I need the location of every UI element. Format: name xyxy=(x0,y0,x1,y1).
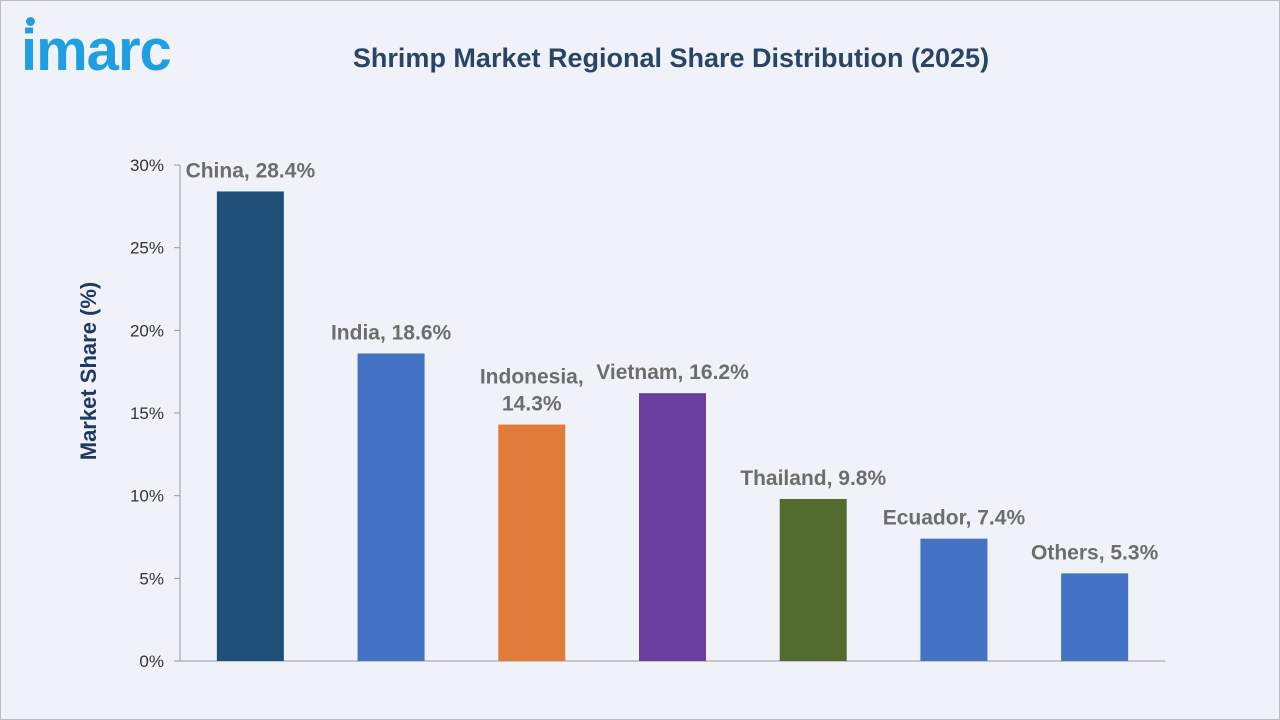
y-tick-label: 10% xyxy=(130,487,164,506)
bar-india xyxy=(357,353,425,661)
y-tick-label: 25% xyxy=(130,239,164,258)
y-tick-label: 5% xyxy=(139,569,164,588)
logo-dot xyxy=(26,17,35,26)
data-label-ecuador: Ecuador, 7.4% xyxy=(883,507,1026,530)
data-label-thailand: Thailand, 9.8% xyxy=(740,467,886,490)
data-label-indonesia: 14.3% xyxy=(502,393,562,416)
data-label-vietnam: Vietnam, 16.2% xyxy=(596,361,749,384)
data-label-indonesia: Indonesia, xyxy=(480,366,584,389)
y-tick-label: 0% xyxy=(139,652,164,671)
y-tick-label: 20% xyxy=(130,321,164,340)
bar-others xyxy=(1061,573,1129,661)
logo-text: imarc xyxy=(21,18,172,83)
data-label-china: China, 28.4% xyxy=(186,159,316,182)
chart-title: Shrimp Market Regional Share Distributio… xyxy=(352,43,990,73)
y-tick-label: 15% xyxy=(130,404,164,423)
bar-thailand xyxy=(779,498,847,661)
bar-indonesia xyxy=(498,424,566,661)
y-axis-title: Market Share (%) xyxy=(76,282,101,461)
data-label-others: Others, 5.3% xyxy=(1031,541,1159,564)
y-tick-label: 30% xyxy=(130,156,164,175)
bar-china xyxy=(216,191,284,661)
bar-ecuador xyxy=(920,538,988,661)
imarc-logo: imarc xyxy=(21,13,211,83)
data-label-india: India, 18.6% xyxy=(331,321,452,344)
bar-vietnam xyxy=(639,393,706,661)
